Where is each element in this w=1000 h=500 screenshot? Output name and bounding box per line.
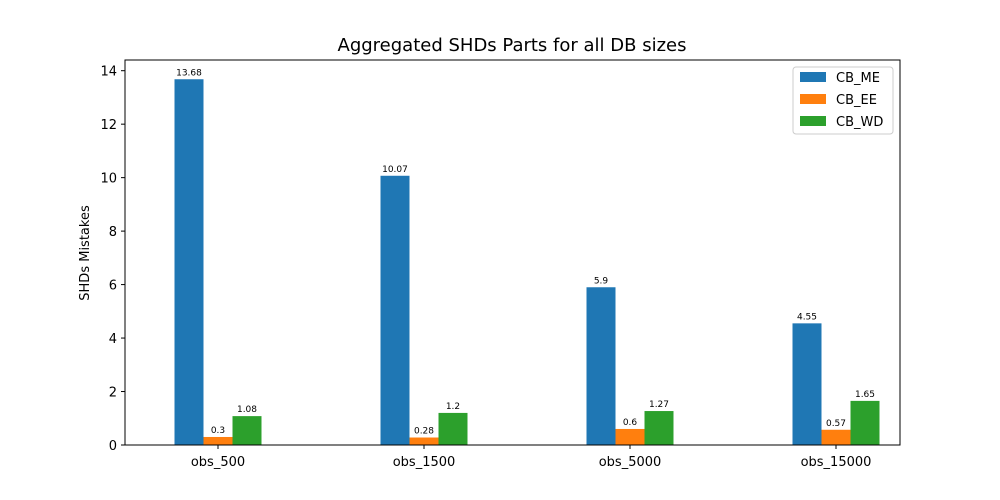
y-tick-label: 2	[109, 386, 117, 401]
data-label: 1.2	[446, 402, 460, 412]
data-label: 0.3	[211, 426, 225, 436]
y-tick-label: 12	[100, 118, 117, 133]
data-label: 0.57	[826, 419, 846, 429]
y-tick-label: 0	[109, 439, 117, 454]
bar-cb-ee-obs-500	[203, 436, 233, 445]
y-axis-label: SHDs Mistakes	[78, 205, 93, 301]
legend-label: CB_WD	[836, 115, 883, 130]
bar-cb-me-obs-500	[174, 79, 204, 445]
x-tick-label: obs_1500	[393, 455, 456, 470]
y-tick-label: 6	[109, 279, 117, 294]
x-tick-label: obs_15000	[801, 455, 872, 470]
data-label: 5.9	[594, 276, 609, 286]
legend-label: CB_ME	[836, 71, 880, 86]
x-tick-label: obs_500	[191, 455, 245, 470]
x-tick-label: obs_5000	[599, 455, 662, 470]
data-label: 0.28	[414, 427, 434, 437]
data-label: 1.08	[237, 405, 257, 415]
y-tick-label: 10	[100, 172, 117, 187]
y-tick-label: 14	[100, 65, 117, 80]
data-label: 13.68	[176, 68, 202, 78]
plot-frame	[124, 59, 901, 446]
chart-title: Aggregated SHDs Parts for all DB sizes	[338, 35, 687, 56]
legend-swatch	[800, 94, 826, 104]
bar-cb-me-obs-15000	[792, 323, 822, 445]
bar-cb-wd-obs-15000	[850, 400, 880, 445]
legend-swatch	[800, 72, 826, 82]
ticks-group: 0 2 4 6 8 10 12 14 obs_500 obs_1500 obs_5000 obs_15…	[100, 65, 871, 470]
bar-cb-wd-obs-500	[232, 416, 262, 445]
data-label: 10.07	[382, 165, 408, 175]
data-label: 1.65	[855, 390, 875, 400]
legend-swatch	[800, 116, 826, 126]
bar-cb-wd-obs-5000	[644, 411, 674, 445]
data-label: 1.27	[649, 400, 669, 410]
bar-cb-me-obs-5000	[586, 287, 616, 445]
legend: CB_ME CB_EE CB_WD	[792, 66, 894, 135]
bar-cb-ee-obs-15000	[821, 429, 851, 445]
legend-label: CB_EE	[836, 93, 877, 108]
bar-cb-ee-obs-1500	[409, 437, 439, 445]
data-label: 0.6	[623, 418, 638, 428]
bar-cb-ee-obs-5000	[615, 428, 645, 445]
bar-cb-me-obs-1500	[380, 175, 410, 445]
data-label: 4.55	[797, 312, 817, 322]
bars-group: 13.68 10.07 5.9 4.55 0.3 0.28 0.6 0.57 1.08 1.2 1.…	[174, 68, 880, 445]
y-tick-label: 4	[109, 332, 117, 347]
y-tick-label: 8	[109, 225, 117, 240]
bar-cb-wd-obs-1500	[438, 412, 468, 445]
